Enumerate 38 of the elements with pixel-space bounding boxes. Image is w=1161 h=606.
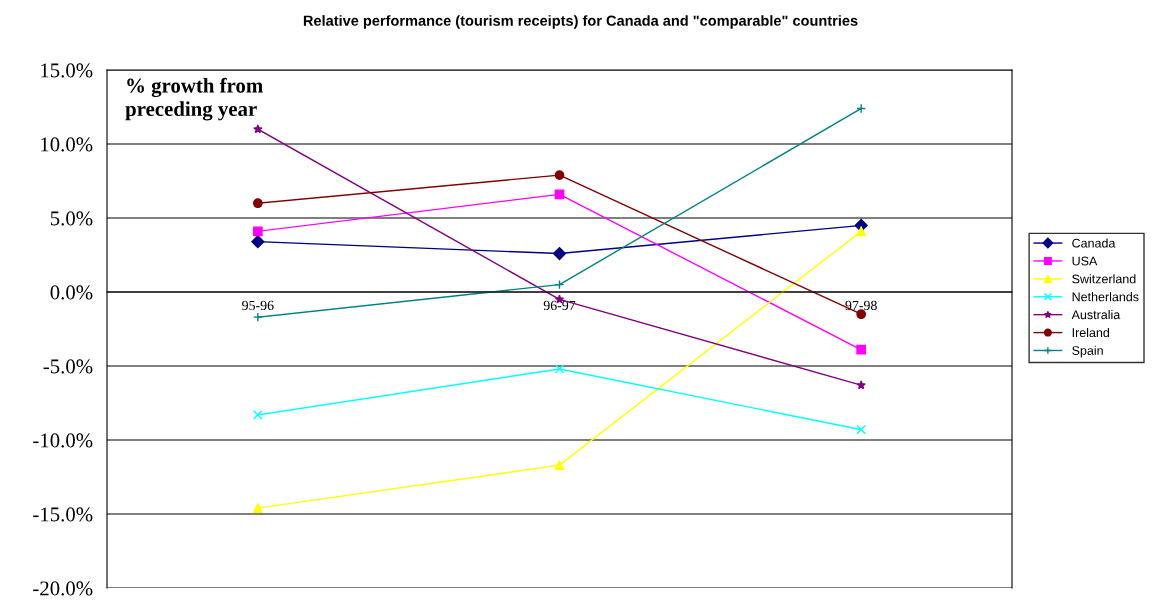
point: [554, 170, 565, 180]
legend-label: Ireland: [1072, 327, 1110, 338]
point: [554, 189, 565, 200]
y-tick-label: 15.0%: [41, 63, 93, 78]
y-tick-label: -5.0%: [43, 359, 93, 374]
y-tick-label: 10.0%: [41, 137, 93, 152]
point: [856, 309, 867, 320]
y-tick-label: -20.0%: [33, 581, 93, 596]
point: [252, 226, 263, 237]
y-tick-label: 0.0%: [50, 285, 93, 300]
legend-label: Netherlands: [1072, 292, 1139, 302]
y-tick-label: 5.0%: [50, 211, 93, 226]
point: [554, 460, 565, 471]
point: [856, 226, 867, 237]
legend-label: Canada: [1072, 238, 1116, 248]
legend-label: Australia: [1071, 310, 1121, 320]
chart-title: Relative performance (tourism receipts) for Canada and "comparable" countries: [303, 15, 858, 29]
point: [856, 380, 866, 390]
y-tick-label: -10.0%: [33, 433, 93, 448]
x-tick-label: 97-98: [845, 300, 877, 311]
point: [252, 312, 263, 323]
point: [856, 103, 867, 114]
y-tick-label: -15.0%: [33, 507, 93, 522]
point: [252, 409, 263, 420]
point: [552, 246, 567, 261]
point: [252, 198, 263, 209]
point: [554, 364, 565, 374]
point: [253, 124, 263, 134]
legend-label: Spain: [1072, 345, 1103, 358]
legend-label: USA: [1072, 256, 1098, 266]
point: [252, 503, 263, 513]
x-tick-label: 95-96: [242, 300, 274, 311]
x-tick-label: 96-97: [543, 300, 576, 311]
point: [856, 344, 867, 355]
annotation: % growth from preceding year: [125, 77, 263, 121]
point: [251, 235, 265, 249]
legend-label: Switzerland: [1072, 274, 1136, 284]
point: [856, 424, 867, 435]
